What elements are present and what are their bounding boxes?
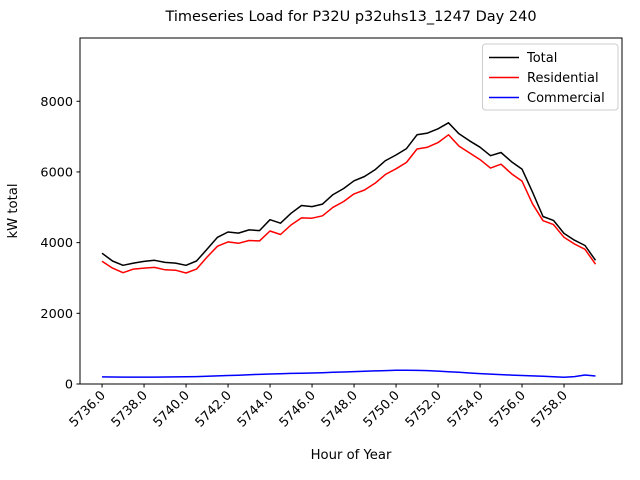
y-tick-label: 0: [65, 378, 73, 393]
series-line-residential: [101, 134, 597, 274]
x-tick-label: 5746.0: [277, 388, 319, 430]
y-tick-label: 4000: [40, 236, 73, 251]
y-tick-label: 8000: [40, 95, 73, 110]
y-axis-label: kW total: [6, 183, 21, 238]
x-tick-label: 5740.0: [151, 388, 193, 430]
x-tick-label: 5754.0: [445, 388, 487, 430]
x-tick-label: 5758.0: [529, 388, 571, 430]
chart-title: Timeseries Load for P32U p32uhs13_1247 D…: [164, 9, 536, 25]
series-line-total: [101, 122, 597, 267]
x-axis-label: Hour of Year: [311, 448, 392, 463]
legend-label-commercial: Commercial: [527, 91, 605, 106]
x-tick-label: 5750.0: [361, 388, 403, 430]
y-tick-label: 2000: [40, 307, 73, 322]
legend-label-total: Total: [526, 51, 557, 66]
legend: Total Residential Commercial: [482, 43, 619, 111]
x-tick-label: 5738.0: [109, 388, 151, 430]
x-tick-label: 5742.0: [193, 388, 235, 430]
axis-ticks: 5736.0 5738.0 5740.0 5742.0 5744.0 5746.0 5748…: [40, 95, 570, 431]
legend-box: [482, 43, 619, 111]
x-tick-label: 5752.0: [403, 388, 445, 430]
y-tick-label: 6000: [40, 165, 73, 180]
series-line-commercial: [101, 369, 596, 379]
legend-label-residential: Residential: [527, 71, 599, 86]
x-tick-label: 5756.0: [487, 388, 529, 430]
axes-frame: [79, 37, 623, 385]
x-tick-label: 5748.0: [319, 388, 361, 430]
data-series-lines: [101, 122, 597, 379]
x-tick-label: 5736.0: [67, 388, 109, 430]
x-tick-label: 5744.0: [235, 388, 277, 430]
